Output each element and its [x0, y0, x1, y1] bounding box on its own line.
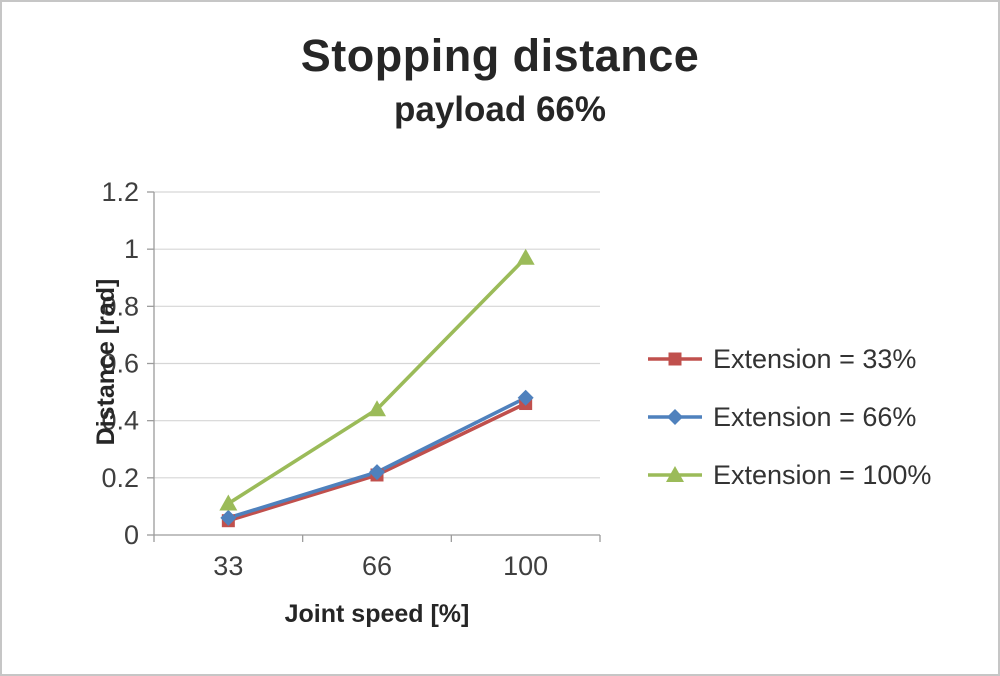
legend-item-extension-33: Extension = 33%: [646, 344, 931, 374]
chart-subtitle: payload 66%: [393, 90, 607, 129]
svg-text:1.2: 1.2: [101, 177, 139, 207]
chart-title: Stopping distance: [300, 30, 700, 81]
svg-text:0.8: 0.8: [101, 291, 139, 321]
svg-text:33: 33: [213, 551, 243, 581]
legend-label: Extension = 66%: [713, 401, 917, 432]
y-axis-title: Distance [rad]: [92, 278, 120, 446]
legend-marker-diamond-icon: [648, 409, 702, 425]
legend-item-extension-100: Extension = 100%: [646, 460, 931, 490]
svg-text:66: 66: [362, 551, 392, 581]
svg-text:0.4: 0.4: [101, 406, 139, 436]
x-axis-title: Joint speed [%]: [284, 600, 470, 628]
legend: Extension = 33% Extension = 66% Extensio…: [646, 344, 931, 490]
legend-marker-triangle-icon: [648, 466, 702, 482]
legend-label: Extension = 100%: [713, 459, 932, 490]
svg-text:0.6: 0.6: [101, 349, 139, 379]
legend-label: Extension = 33%: [713, 343, 917, 374]
legend-item-extension-66: Extension = 66%: [646, 402, 931, 432]
svg-text:0: 0: [124, 520, 139, 550]
svg-text:100: 100: [503, 551, 548, 581]
legend-marker-square-icon: [648, 352, 702, 366]
svg-text:0.2: 0.2: [101, 463, 139, 493]
svg-text:1: 1: [124, 234, 139, 264]
